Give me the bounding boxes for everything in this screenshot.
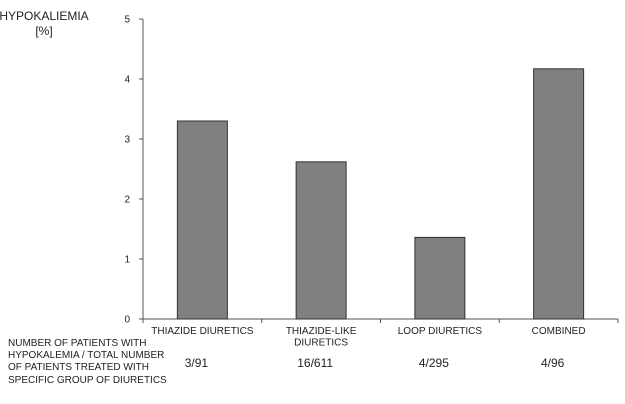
x-tick-label: DIURETICS <box>294 338 348 349</box>
bar <box>533 68 585 320</box>
category-labels: THIAZIDE DIURETICS THIAZIDE-LIKEDIURETICS… <box>151 326 585 349</box>
x-tick-label: COMBINED <box>532 326 586 337</box>
bar <box>176 120 228 320</box>
y-ticks: 0 1 2 3 4 5 <box>124 15 619 326</box>
x-tick-label: THIAZIDE-LIKE <box>286 326 357 337</box>
y-tick-label: 3 <box>124 135 130 146</box>
counts-row-label: NUMBER OF PATIENTS WITH HYPOKALEMIA / TO… <box>8 338 167 386</box>
x-tick-label: LOOP DIURETICS <box>398 326 483 337</box>
y-tick-label: 4 <box>124 75 130 86</box>
y-axis-label-line: [%] <box>35 24 52 38</box>
y-tick-label: 1 <box>124 255 130 266</box>
y-tick-label: 2 <box>124 195 130 206</box>
bar <box>295 161 347 320</box>
count-label: 3/91 <box>185 356 209 370</box>
count-labels: 3/91 16/611 4/295 4/96 <box>185 356 565 370</box>
count-label: 4/295 <box>419 356 449 370</box>
y-tick-label: 0 <box>124 315 130 326</box>
count-label: 16/611 <box>297 356 333 370</box>
y-tick-label: 5 <box>124 15 130 26</box>
y-axis-label-line: HYPOKALIEMIA <box>0 9 89 23</box>
bars <box>176 68 585 320</box>
x-tick-label: THIAZIDE DIURETICS <box>151 326 254 337</box>
y-axis-label: HYPOKALIEMIA[%] <box>0 9 89 38</box>
bar <box>414 236 466 320</box>
count-label: 4/96 <box>541 356 565 370</box>
